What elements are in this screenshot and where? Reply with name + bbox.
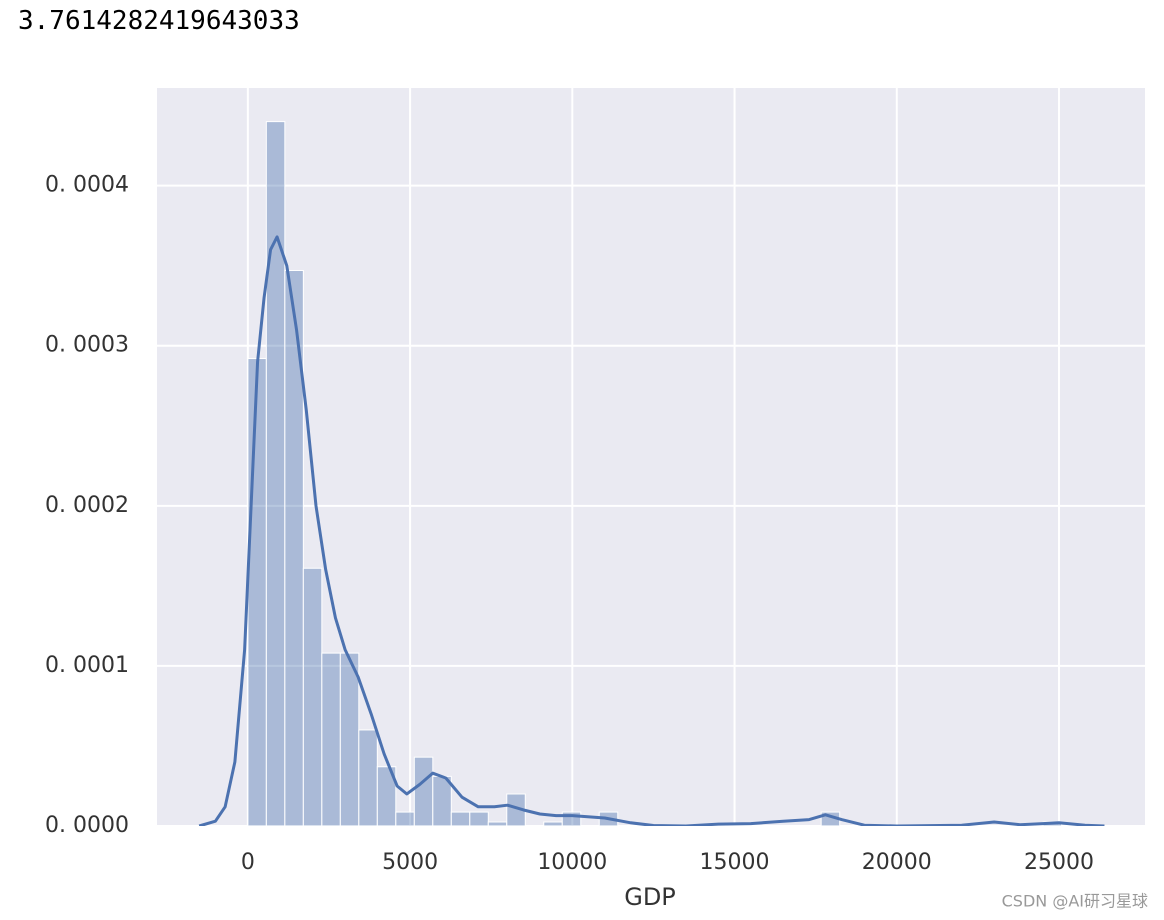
- x-tick-label: 25000: [1024, 850, 1094, 875]
- bar: [339, 652, 360, 826]
- x-tick-label: 0: [241, 850, 255, 875]
- bar: [358, 729, 378, 826]
- x-tick-label: 5000: [382, 850, 438, 875]
- bar: [395, 811, 415, 826]
- x-tick-label: 15000: [700, 850, 770, 875]
- cell-output: 3.7614282419643033: [18, 6, 300, 36]
- bar: [432, 775, 452, 826]
- y-tick-label: 0. 0001: [45, 653, 129, 678]
- bar: [413, 756, 434, 826]
- bar: [543, 821, 563, 826]
- bar: [450, 811, 471, 826]
- kde-line: [198, 235, 1105, 826]
- bar: [284, 269, 304, 826]
- bar: [376, 766, 397, 826]
- bar: [265, 121, 286, 826]
- bar: [469, 811, 489, 826]
- bar: [321, 652, 341, 826]
- y-tick-label: 0. 0003: [45, 333, 129, 358]
- bar: [247, 358, 267, 826]
- x-tick-label: 20000: [862, 850, 932, 875]
- bar: [487, 821, 508, 826]
- x-tick-label: 10000: [537, 850, 607, 875]
- y-tick-label: 0. 0002: [45, 493, 129, 518]
- watermark: CSDN @AI研习星球: [1002, 892, 1148, 911]
- y-tick-label: 0. 0004: [45, 173, 129, 198]
- histogram: [198, 121, 1105, 826]
- bar: [302, 567, 323, 826]
- y-tick-label: 0. 0000: [45, 813, 129, 838]
- x-axis-label: GDP: [624, 883, 676, 911]
